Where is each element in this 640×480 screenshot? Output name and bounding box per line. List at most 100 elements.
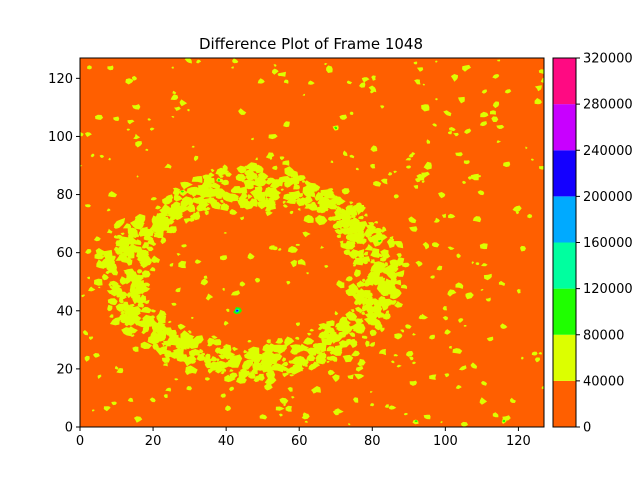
contour-patch	[283, 193, 293, 201]
contour-patch	[298, 193, 303, 198]
contour-patch	[282, 160, 290, 166]
contour-patch	[314, 346, 319, 350]
contour-patch	[143, 234, 150, 241]
contour-patch	[146, 246, 154, 252]
contour-patch	[267, 343, 278, 352]
contour-patch	[394, 333, 403, 340]
contour-patch	[207, 368, 214, 374]
contour-patch	[339, 240, 344, 245]
contour-patch	[196, 353, 206, 361]
contour-patch	[305, 196, 313, 204]
contour-patch	[527, 213, 533, 219]
contour-patch	[97, 374, 102, 379]
contour-patch	[290, 260, 297, 268]
contour-patch	[358, 222, 368, 230]
colorbar-band	[553, 150, 576, 197]
contour-patch	[159, 208, 166, 214]
contour-patch	[225, 308, 230, 312]
contour-patch	[183, 342, 191, 349]
contour-patch	[348, 230, 354, 234]
contour-patch	[301, 413, 310, 420]
contour-patch	[486, 336, 494, 342]
contour-patch	[229, 369, 234, 372]
contour-patch	[421, 171, 430, 178]
contour-patch	[515, 210, 519, 215]
contour-patch	[343, 249, 351, 255]
contour-patch	[130, 292, 138, 299]
contour-patch	[304, 364, 308, 367]
contour-patch	[370, 145, 378, 152]
contour-patch	[308, 80, 315, 85]
contour-patch	[87, 65, 92, 70]
contour-patch	[329, 199, 339, 205]
contour-patch	[218, 174, 224, 178]
contour-patch	[481, 380, 487, 386]
contour-patch	[120, 232, 125, 236]
contour-patch	[243, 200, 255, 208]
contour-patch	[359, 82, 366, 88]
contour-patch	[286, 280, 291, 285]
contour-patch	[248, 180, 257, 187]
contour-patch	[498, 280, 506, 286]
contour-patch	[396, 364, 402, 368]
contour-patch	[220, 393, 226, 398]
contour-patch	[289, 365, 301, 375]
contour-patch	[230, 290, 241, 296]
contour-patch	[389, 405, 397, 410]
contour-patch	[142, 325, 150, 333]
contour-patch	[210, 202, 214, 206]
contour-patch	[259, 414, 268, 420]
contour-patch	[349, 111, 354, 115]
contour-patch	[110, 255, 116, 260]
contour-patch	[538, 352, 542, 355]
contour-patch	[135, 141, 143, 148]
contour-patch	[173, 337, 184, 345]
contour-patch	[448, 346, 452, 349]
contour-patch	[334, 408, 344, 414]
contour-patch	[331, 330, 337, 336]
contour-patch	[483, 273, 492, 281]
contour-patch	[260, 199, 272, 207]
contour-patch	[480, 111, 489, 118]
contour-patch	[207, 197, 218, 205]
contour-patch	[171, 116, 175, 118]
contour-patch	[393, 170, 398, 174]
contour-patch	[463, 325, 467, 327]
contour-patch	[362, 278, 366, 282]
contour-patch	[284, 166, 295, 177]
contour-patch	[391, 360, 395, 364]
contour-patch	[319, 245, 325, 249]
contour-patch	[273, 190, 282, 196]
contour-patch	[157, 330, 164, 335]
contour-patch	[497, 59, 501, 62]
contour-patch	[128, 310, 134, 316]
contour-patch	[295, 322, 300, 327]
contour-patch	[301, 180, 306, 183]
contour-patch	[245, 174, 255, 181]
contour-patch	[350, 309, 355, 313]
contour-patch	[345, 311, 358, 321]
contour-patch	[455, 282, 464, 289]
contour-patch	[380, 313, 385, 316]
contour-patch	[373, 221, 379, 224]
contour-patch	[282, 372, 289, 378]
colorbar-band	[553, 334, 576, 381]
contour-patch	[171, 302, 177, 306]
contour-patch	[147, 239, 155, 246]
contour-patch	[244, 169, 253, 176]
contour-patch	[361, 311, 366, 315]
contour-patch	[500, 323, 508, 329]
contour-patch	[492, 74, 500, 79]
contour-patch	[349, 201, 354, 205]
contour-patch	[438, 192, 446, 199]
contour-patch	[310, 183, 321, 192]
contour-patch	[164, 209, 170, 214]
contour-patch	[393, 194, 399, 199]
contour-patch	[197, 185, 208, 191]
contour-patch	[205, 293, 214, 301]
contour-patch	[85, 132, 92, 137]
contour-patch	[402, 262, 410, 268]
contour-patch	[116, 234, 123, 240]
contour-patch	[272, 165, 278, 171]
colorbar: 0 40000 80000 120000 160000 200000 240000 28000…	[552, 52, 633, 436]
